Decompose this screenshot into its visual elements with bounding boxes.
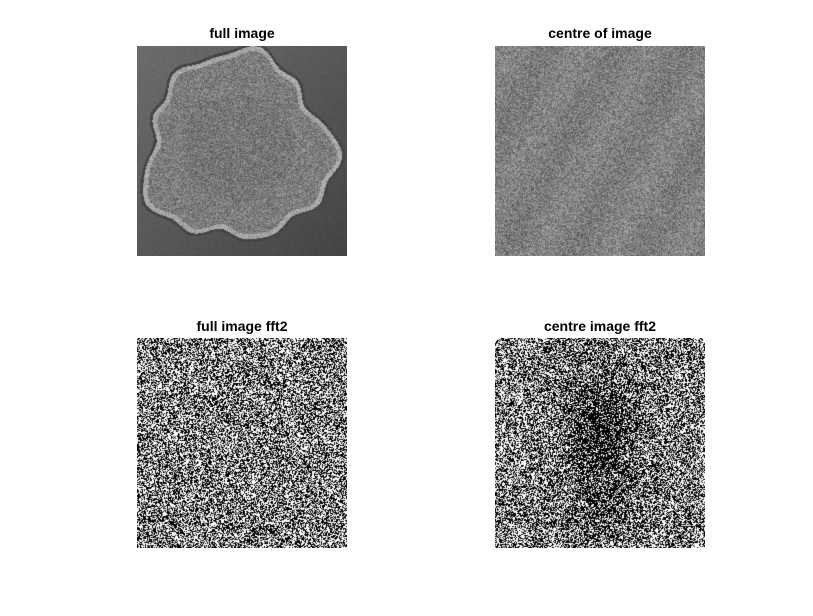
full-image-panel [137,46,347,256]
centre-image-panel [495,46,705,256]
full-image-fft2-panel [137,338,347,548]
panel-title-full-image-fft2: full image fft2 [196,318,288,334]
centre-image-fft2-panel [495,338,705,548]
panel-title-centre-image-fft2: centre image fft2 [543,318,657,334]
panel-title-full-image: full image [209,25,275,41]
panel-title-centre-of-image: centre of image [548,25,652,41]
